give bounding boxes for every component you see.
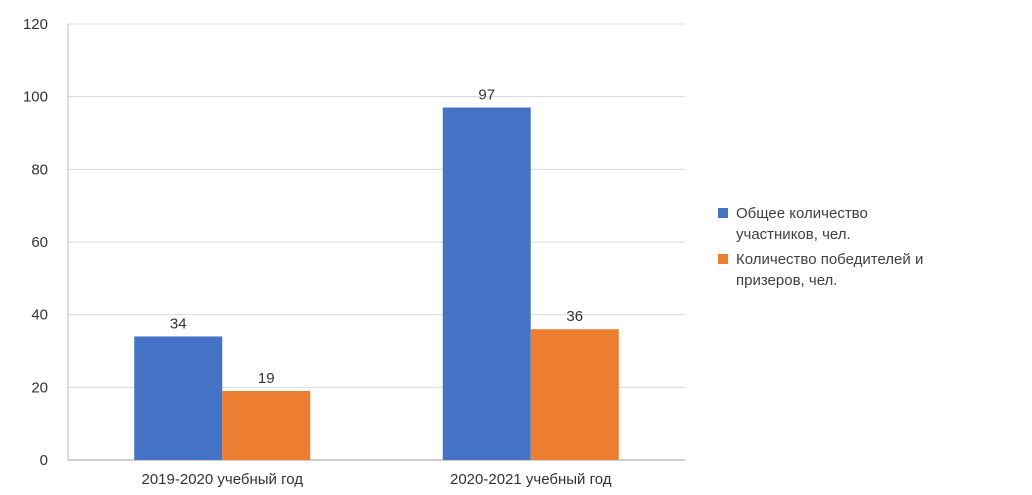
legend-label-1: Общее количество участников, чел. — [736, 205, 868, 243]
legend: Общее количество участников, чел. Количест… — [718, 205, 923, 289]
legend-label-1-line-2: участников, чел. — [736, 226, 851, 243]
y-tick-label-20: 20 — [31, 379, 48, 396]
x-category-label-1: 2019-2020 учебный год — [142, 471, 304, 488]
y-tick-label-120: 120 — [23, 16, 48, 33]
y-tick-label-0: 0 — [40, 452, 48, 469]
data-label-series1-cat1: 34 — [170, 315, 187, 332]
legend-swatch-2 — [718, 254, 728, 264]
bar-series1-cat1 — [134, 336, 223, 460]
legend-label-2: Количество победителей и призеров, чел. — [736, 251, 923, 289]
axes: 0 20 40 60 80 100 120 2019-2020 учебный год 2020… — [23, 16, 685, 488]
y-tick-label-40: 40 — [31, 307, 48, 324]
legend-label-1-line-1: Общее количество — [736, 205, 868, 222]
data-label-series2-cat1: 19 — [258, 370, 275, 387]
data-label-series2-cat2: 36 — [566, 308, 583, 325]
legend-label-2-line-1: Количество победителей и — [736, 251, 923, 268]
bar-series2-cat2 — [530, 329, 619, 460]
y-tick-label-80: 80 — [31, 161, 48, 178]
bar-series1-cat2 — [442, 107, 531, 461]
y-tick-label-60: 60 — [31, 234, 48, 251]
bar-series2-cat1 — [222, 390, 311, 460]
x-category-label-2: 2020-2021 учебный год — [450, 471, 612, 488]
data-label-series1-cat2: 97 — [478, 87, 495, 104]
data-labels: 34 19 97 36 — [170, 87, 583, 387]
y-tick-label-100: 100 — [23, 89, 48, 106]
bars — [134, 107, 619, 461]
legend-swatch-1 — [718, 208, 728, 218]
legend-label-2-line-2: призеров, чел. — [736, 272, 837, 289]
